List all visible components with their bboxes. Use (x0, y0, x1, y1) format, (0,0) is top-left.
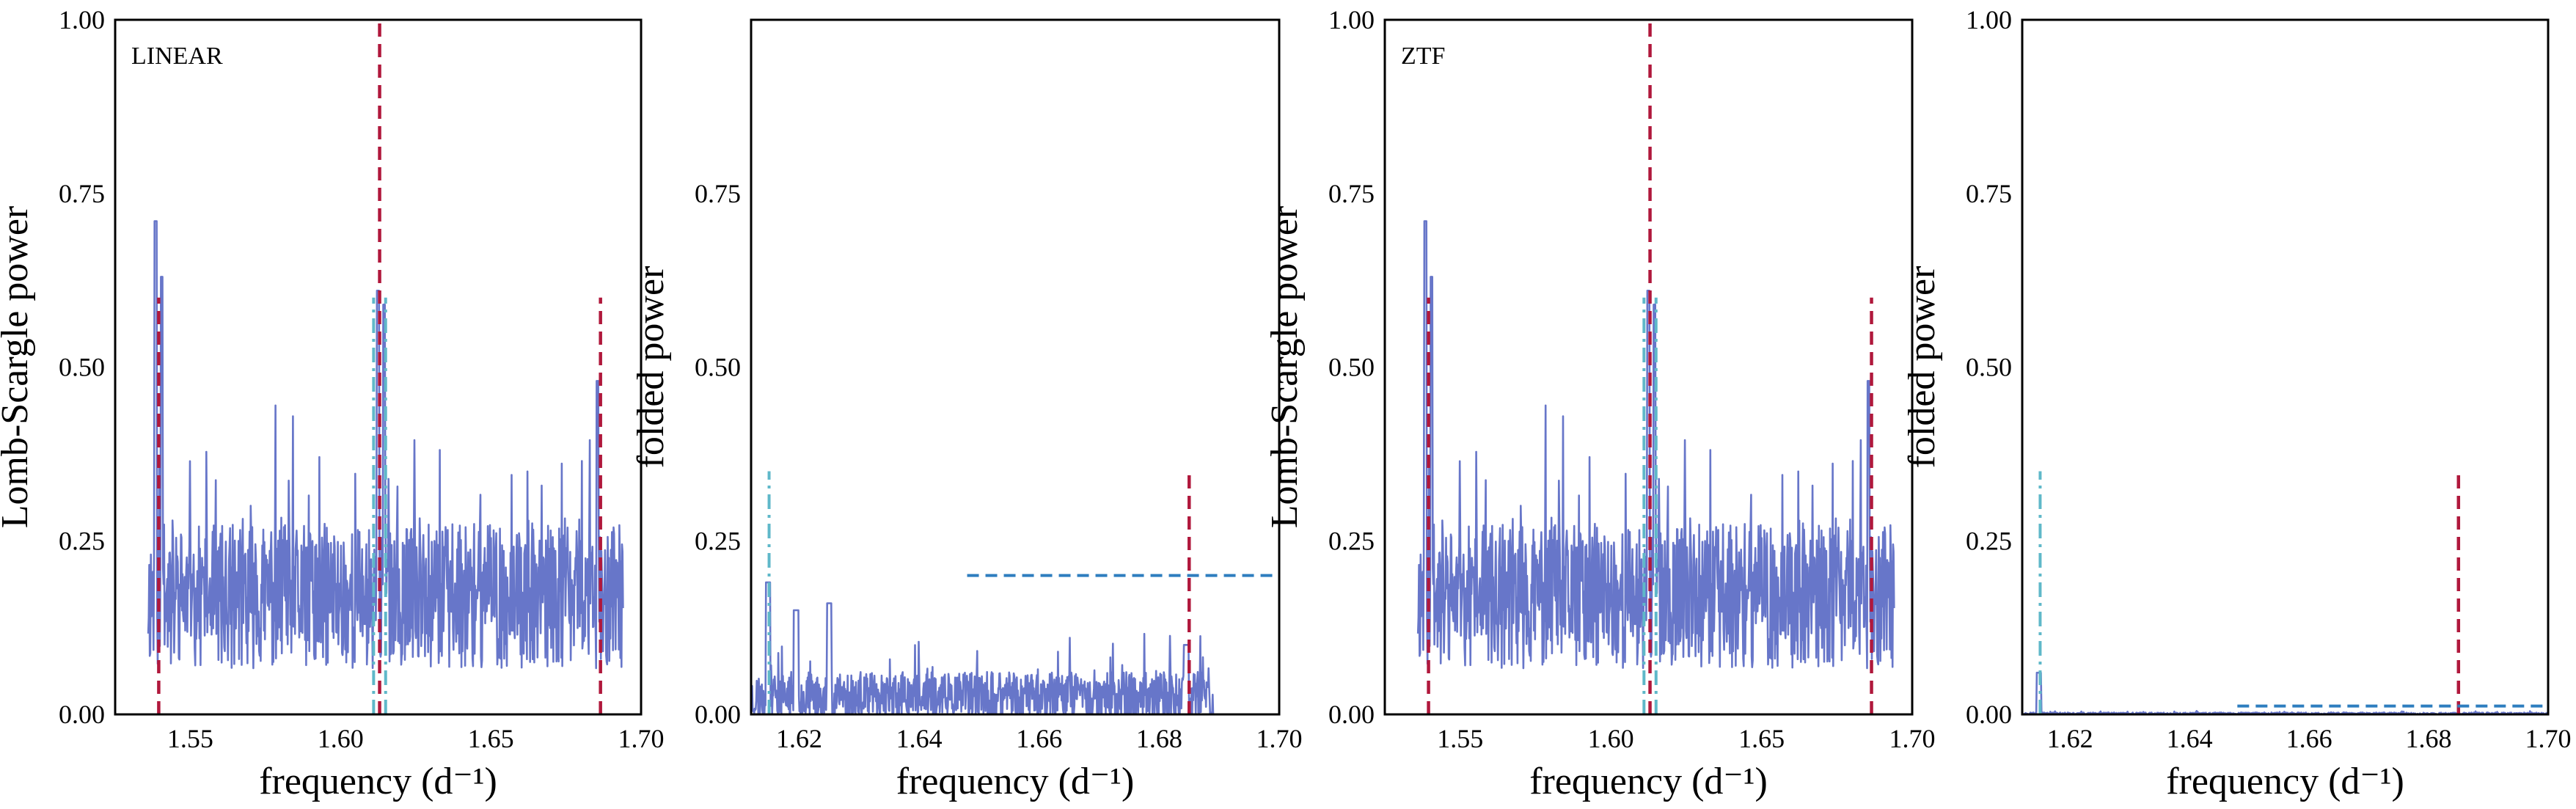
y-tick-label: 1.00 (59, 5, 105, 34)
panel-label: ZTF (1401, 43, 1445, 70)
y-tick-label: 0.50 (695, 353, 741, 382)
y-tick-label: 0.00 (695, 700, 741, 729)
x-tick-label: 1.60 (318, 724, 364, 753)
panel-1: 1.55 1.60 1.65 1.70 0.00 0.25 0.50 0.75 1.00 freq… (0, 5, 665, 802)
y-tick-label: 1.00 (1966, 5, 2012, 34)
y-axis-label: Lomb-Scargle power (1264, 206, 1306, 528)
y-tick-label: 0.00 (59, 700, 105, 729)
plot-area (751, 471, 1279, 714)
series-line-1 (751, 581, 1215, 714)
x-axis-label: frequency (d⁻¹) (1529, 761, 1768, 802)
y-tick-label: 0.75 (59, 179, 105, 208)
x-tick-label: 1.66 (2286, 724, 2332, 753)
y-tick-label: 0.25 (1966, 526, 2012, 555)
x-tick-label: 1.70 (1256, 724, 1303, 753)
x-tick-label: 1.70 (2525, 724, 2572, 753)
plot-area (1416, 20, 1895, 714)
y-tick-label: 0.75 (1966, 179, 2012, 208)
y-tick-label: 0.50 (1966, 353, 2012, 382)
series-line-1 (2022, 671, 2548, 714)
x-tick-label: 1.65 (1738, 724, 1785, 753)
y-axis-label: folded power (630, 266, 672, 469)
y-tick-label: 1.00 (1328, 5, 1375, 34)
y-axis-label: Lomb-Scargle power (0, 206, 36, 528)
panel-4: 1.62 1.64 1.66 1.68 1.70 0.00 0.25 0.50 0.75 1.00… (1901, 5, 2572, 802)
panel-label: LINEAR (131, 43, 223, 70)
series-line-1 (147, 220, 624, 670)
axes-frame (1383, 18, 1914, 716)
x-tick-label: 1.70 (1889, 724, 1936, 753)
axes-frame (2021, 18, 2550, 716)
x-tick-label: 1.65 (468, 724, 514, 753)
panel-2: 1.62 1.64 1.66 1.68 1.70 0.00 0.25 0.50 0.75 freq… (630, 18, 1303, 802)
y-tick-label: 0.75 (1328, 179, 1375, 208)
y-tick-label: 0.50 (1328, 353, 1375, 382)
series-line-1 (1416, 220, 1895, 670)
y-tick-label: 0.00 (1966, 700, 2012, 729)
y-tick-label: 0.25 (695, 526, 741, 555)
y-tick-label: 0.00 (1328, 700, 1375, 729)
y-tick-label: 0.75 (695, 179, 741, 208)
y-tick-label: 0.25 (1328, 526, 1375, 555)
y-axis-label: folded power (1901, 266, 1943, 469)
x-axis-label: frequency (d⁻¹) (259, 761, 497, 802)
x-tick-label: 1.64 (896, 724, 943, 753)
plot-area (147, 20, 624, 714)
y-tick-label: 0.25 (59, 526, 105, 555)
x-tick-label: 1.64 (2167, 724, 2213, 753)
x-axis-label: frequency (d⁻¹) (2166, 761, 2404, 802)
axes-frame (114, 18, 643, 716)
x-tick-label: 1.60 (1588, 724, 1634, 753)
x-axis-label: frequency (d⁻¹) (896, 761, 1135, 802)
x-tick-label: 1.68 (2406, 724, 2452, 753)
plot-area (2022, 471, 2548, 714)
x-tick-label: 1.66 (1016, 724, 1062, 753)
y-tick-label: 0.50 (59, 353, 105, 382)
x-tick-label: 1.68 (1136, 724, 1182, 753)
x-tick-label: 1.55 (167, 724, 213, 753)
x-tick-label: 1.55 (1437, 724, 1483, 753)
panel-3: 1.55 1.60 1.65 1.70 0.00 0.25 0.50 0.75 1.00 freq… (1264, 5, 1936, 802)
x-tick-label: 1.70 (618, 724, 665, 753)
x-tick-label: 1.62 (2047, 724, 2093, 753)
axes-frame (750, 18, 1281, 716)
x-tick-label: 1.62 (776, 724, 822, 753)
